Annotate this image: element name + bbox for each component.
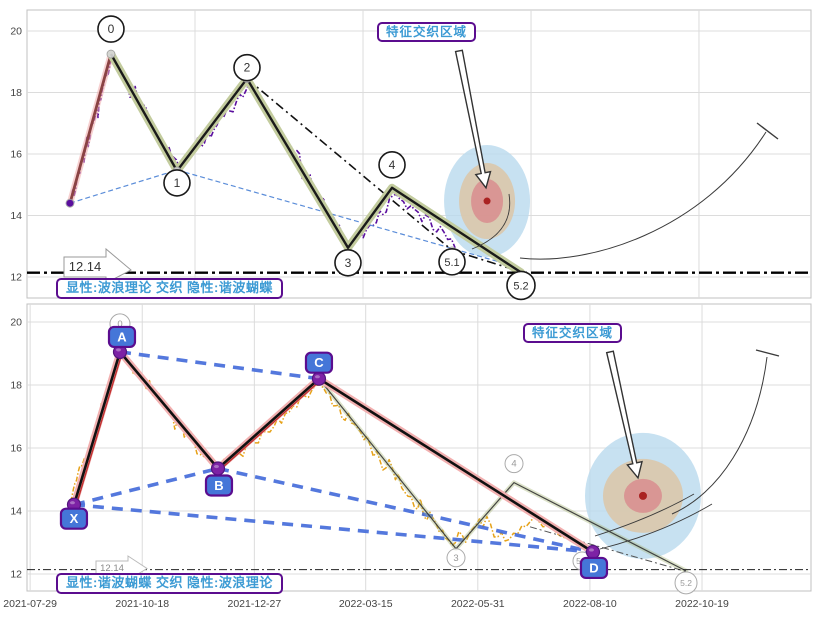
wave-circle-4-text: 4	[389, 158, 396, 172]
wave-circle-5.1-text: 5.1	[444, 257, 459, 269]
marker-highlight	[115, 348, 121, 352]
region-label-top: 特征交织区域	[377, 22, 477, 43]
implicit-wave-line	[318, 378, 687, 572]
harmonic-red-accent-0	[75, 352, 123, 506]
wave-circle-1-text: 1	[174, 176, 181, 190]
marker-highlight	[588, 548, 594, 552]
x-tick-label: 2022-03-15	[339, 598, 393, 610]
faded-wave-circle-5.2	[674, 571, 698, 595]
faded-wave-circle-4-text: 4	[511, 459, 516, 470]
y-tick-label: 14	[10, 506, 22, 518]
wave-circle-2-text: 2	[244, 61, 251, 75]
y-tick-label: 20	[10, 26, 22, 38]
trendline-thin-blue-0	[69, 169, 178, 204]
marker-highlight	[213, 464, 219, 469]
y-tick-label: 16	[10, 149, 22, 161]
harmonic-red-accent-1	[219, 379, 321, 471]
faded-wave-circle-5.2-text: 5.2	[680, 578, 692, 588]
region-arrow-bottom	[605, 350, 643, 480]
faded-wave-circle-4	[504, 454, 524, 474]
ghost-marker	[106, 49, 116, 59]
y-tick-label: 12	[10, 569, 22, 581]
x-tick-label: 2022-10-19	[675, 598, 729, 610]
arc-tbar	[755, 349, 780, 357]
x-tick-label: 2021-12-27	[228, 598, 282, 610]
trendline-thick-blue-3	[119, 350, 320, 381]
implicit-xa-line	[68, 53, 113, 204]
arc-tbar	[756, 122, 779, 140]
projection-arc-large	[671, 356, 768, 515]
trendline-thick-blue-1	[217, 466, 594, 554]
x-tick-label: 2022-08-10	[563, 598, 617, 610]
x-tick-label: 2021-10-18	[115, 598, 169, 610]
point-label-text-D: D	[589, 560, 598, 575]
point-label-text-X: X	[70, 511, 79, 526]
point-label-text-B: B	[214, 478, 223, 493]
projection-arc-small-2	[599, 503, 713, 550]
point-label-box-A	[107, 325, 137, 349]
wave-circle-3	[334, 248, 362, 277]
faded-wave-circle-3	[446, 548, 466, 568]
point-marker-D	[585, 544, 601, 560]
y-tick-label: 14	[10, 210, 22, 222]
wave-circle-4	[378, 151, 406, 179]
trendline-thick-blue-2	[73, 502, 594, 554]
faded-wave-circle-3-text: 3	[453, 553, 458, 564]
marker-highlight	[314, 375, 320, 379]
point-label-box-C	[304, 351, 334, 374]
level-callout-top	[63, 247, 132, 284]
point-label-box-D	[579, 556, 609, 580]
wave-circle-0	[97, 15, 125, 43]
legend-label-top: 显性:波浪理论 交织 隐性:谐波蝴蝶	[56, 278, 283, 299]
y-tick-label: 18	[10, 87, 22, 99]
point-label-box-X	[59, 507, 89, 530]
wave-circle-2	[233, 53, 261, 82]
region-arrow-top	[454, 49, 492, 190]
target-bottom-center-dot	[638, 491, 647, 500]
wave-circle-5.2	[506, 270, 536, 301]
y-tick-label: 12	[10, 272, 22, 284]
trendline-thick-blue-0	[73, 466, 219, 507]
level-callout-bottom-text: 12.14	[100, 563, 124, 574]
projection-arc-small-1	[594, 493, 695, 537]
faded-wave-circle-0-text: 0	[117, 319, 122, 330]
y-tick-label: 16	[10, 443, 22, 455]
x-tick-label: 2021-07-29	[3, 598, 57, 610]
point-marker-B	[210, 461, 226, 476]
point-marker-C	[311, 371, 327, 386]
wave-circle-5.1	[438, 248, 466, 276]
level-callout-top-text: 12.14	[69, 259, 102, 274]
point-label-text-A: A	[117, 329, 127, 344]
wave-circle-5.2-text: 5.2	[513, 280, 528, 292]
price-line-purple	[69, 57, 456, 249]
y-tick-label: 20	[10, 317, 22, 329]
implicit-projection-dashdot	[529, 526, 687, 572]
start-marker	[66, 199, 74, 207]
wave-circle-3-text: 3	[345, 256, 352, 270]
point-label-text-C: C	[314, 355, 324, 370]
region-label-bottom: 特征交织区域	[523, 323, 623, 344]
wave-circle-0-text: 0	[108, 22, 115, 36]
target-top-center-dot	[483, 197, 491, 205]
trendline-thin-blue-1	[176, 169, 521, 269]
marker-highlight	[69, 501, 75, 505]
legend-label-bottom: 显性:谐波蝴蝶 交织 隐性:波浪理论	[56, 573, 283, 594]
elliott-wave-line	[109, 53, 522, 274]
y-tick-label: 18	[10, 380, 22, 392]
price-line-orange	[69, 354, 566, 547]
projection-arc-large	[519, 131, 767, 260]
x-tick-label: 2022-05-31	[451, 598, 505, 610]
wave-circle-1	[163, 169, 191, 197]
point-label-box-B	[204, 474, 234, 497]
projection-arc-small	[471, 193, 511, 250]
